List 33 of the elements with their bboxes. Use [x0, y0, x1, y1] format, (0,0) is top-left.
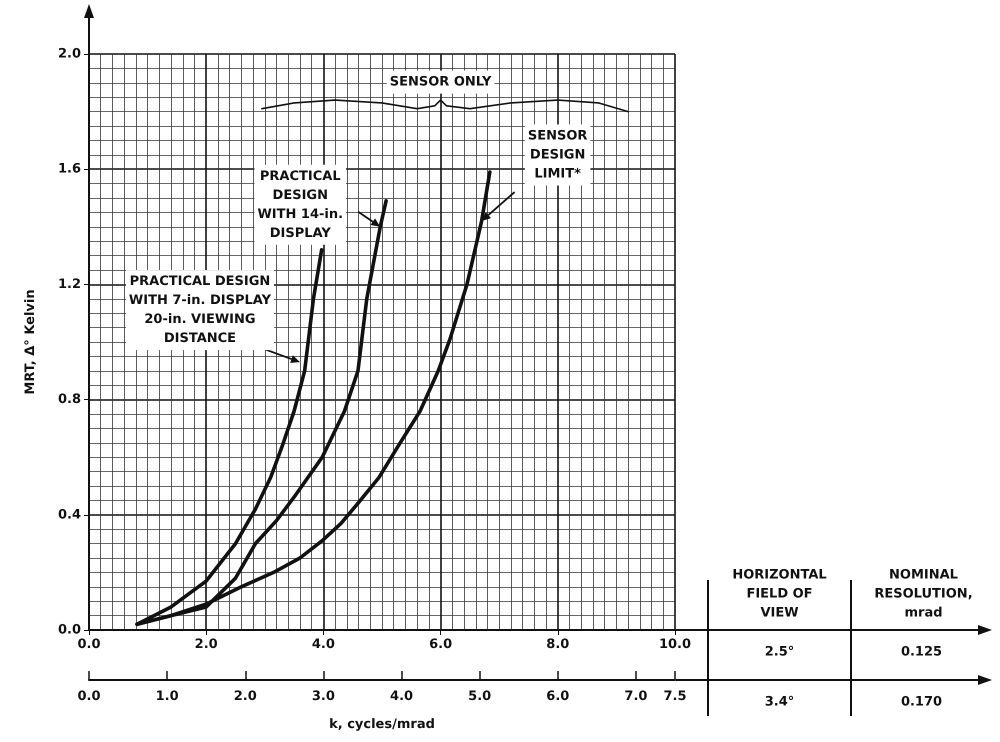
x2-tick-label: 6.0 — [546, 689, 570, 704]
y-tick-label: 1.2 — [58, 276, 81, 292]
x-tick-label: 2.0 — [194, 637, 218, 652]
annotation: PRACTICAL DESIGN WITH 14-in. DISPLAY — [257, 168, 344, 241]
text: NOMINAL RESOLUTION, mrad — [874, 568, 973, 620]
x2-tick-label: 7.0 — [624, 689, 648, 704]
y-axis-title: MRT, Δ° Kelvin — [23, 289, 38, 395]
x-tick-label: 10.0 — [658, 637, 692, 652]
x-tick-label: 0.0 — [77, 637, 101, 652]
annotation: SENSOR DESIGN LIMIT* — [528, 128, 588, 182]
x2-tick-label: 1.0 — [156, 689, 179, 704]
x2-tick-label: 5.0 — [468, 689, 492, 704]
x2-tick-label: 3.0 — [312, 689, 335, 704]
text: 0.125 — [900, 644, 942, 660]
text: 2.5° — [764, 644, 794, 660]
x-tick-label: 8.0 — [546, 637, 570, 652]
x2-tick-label: 7.5 — [663, 689, 687, 704]
x2-tick-label: 4.0 — [390, 689, 414, 704]
x2-tick-label: 0.0 — [77, 689, 101, 704]
y-tick-label: 0.8 — [58, 392, 81, 408]
annotation: SENSOR ONLY — [390, 74, 492, 90]
text: HORIZONTAL FIELD OF VIEW — [732, 568, 827, 620]
x-axis-title: k, cycles/mrad — [329, 717, 435, 732]
y-tick-label: 1.6 — [58, 162, 81, 177]
text: 0.170 — [900, 694, 942, 710]
y-tick-label: 0.4 — [58, 507, 81, 522]
y-tick-label: 2.0 — [58, 46, 81, 62]
annotation: PRACTICAL DESIGN WITH 7-in. DISPLAY 20-in. VIEWING DISTANCE — [128, 274, 272, 346]
y-tick-label: 0.0 — [58, 622, 81, 638]
x-tick-label: 6.0 — [429, 637, 452, 652]
x2-tick-label: 2.0 — [234, 689, 257, 704]
x-tick-label: 4.0 — [312, 637, 335, 652]
text: 3.4° — [764, 694, 794, 710]
